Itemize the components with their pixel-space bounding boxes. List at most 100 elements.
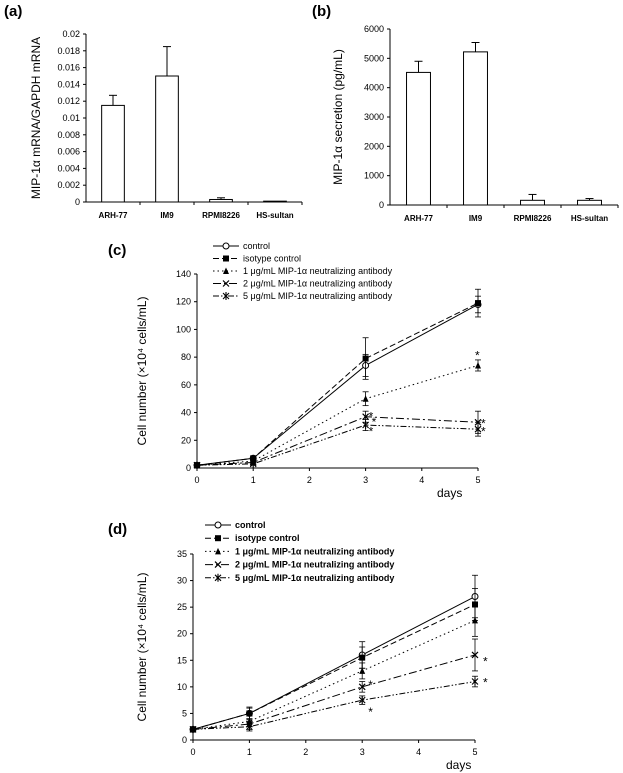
significance-marker: * bbox=[369, 409, 374, 423]
category-label: HS-sultan bbox=[571, 214, 608, 223]
y-tick-label: 140 bbox=[176, 269, 191, 279]
x-tick-label: 0 bbox=[194, 475, 199, 485]
bar bbox=[209, 198, 233, 203]
y-tick-label: 60 bbox=[181, 380, 191, 390]
chart-panel-b: (b) 0 1000 2000 3000 4000 5000 6000 ARH-77 IM9 RPM… bbox=[312, 3, 619, 223]
y-tick-label: 15 bbox=[177, 655, 187, 665]
data-point bbox=[475, 361, 481, 369]
panel-label: (d) bbox=[108, 521, 127, 538]
data-point bbox=[222, 280, 230, 287]
panel-label: (b) bbox=[312, 3, 331, 20]
category-label: ARH-77 bbox=[99, 211, 128, 220]
legend-entry: isotype control bbox=[235, 533, 300, 543]
data-point bbox=[214, 521, 222, 529]
y-tick-label: 3000 bbox=[364, 112, 384, 122]
x-tick-label: 2 bbox=[307, 475, 312, 485]
y-tick-label: 0.002 bbox=[57, 180, 80, 190]
significance-marker: * bbox=[368, 705, 373, 719]
legend-entry: 1 μg/mL MIP-1α neutralizing antibody bbox=[243, 266, 393, 276]
x-tick-label: 1 bbox=[251, 475, 256, 485]
y-tick-label: 0.006 bbox=[57, 147, 80, 157]
significance-marker: * bbox=[372, 415, 377, 429]
data-point bbox=[359, 654, 366, 661]
y-tick-label: 1000 bbox=[364, 171, 384, 181]
data-point bbox=[358, 696, 366, 705]
data-point bbox=[471, 651, 479, 659]
legend-entry: control bbox=[243, 241, 270, 251]
legend-entry: isotype control bbox=[243, 254, 301, 264]
data-point bbox=[222, 242, 230, 250]
category-label: IM9 bbox=[160, 211, 174, 220]
data-point bbox=[471, 677, 479, 686]
bar bbox=[155, 75, 179, 203]
chart-panel-d: (d) 0 5 10 15 20 25 30 35 0 1 2 3 4 5 control isotype co… bbox=[108, 520, 488, 772]
data-point bbox=[246, 722, 253, 731]
x-tick-label: 4 bbox=[419, 475, 424, 485]
significance-marker: * bbox=[475, 348, 480, 362]
y-tick-label: 6000 bbox=[364, 24, 384, 34]
y-tick-label: 20 bbox=[181, 435, 191, 445]
y-tick-label: 0.014 bbox=[57, 79, 80, 89]
x-tick-label: 3 bbox=[363, 475, 368, 485]
y-tick-label: 0.004 bbox=[57, 163, 80, 173]
category-label: RPMI8226 bbox=[202, 211, 240, 220]
series-line bbox=[196, 364, 479, 466]
y-tick-label: 0.012 bbox=[57, 96, 80, 106]
significance-marker: * bbox=[368, 678, 373, 692]
bar bbox=[101, 104, 125, 203]
y-tick-label: 0 bbox=[379, 200, 384, 210]
data-point bbox=[223, 255, 229, 262]
y-tick-label: 100 bbox=[176, 324, 191, 334]
series-line bbox=[192, 619, 476, 730]
bar bbox=[263, 200, 287, 203]
data-point bbox=[472, 616, 478, 624]
legend-entry: 5 μg/mL MIP-1α neutralizing antibody bbox=[235, 573, 394, 583]
data-point bbox=[249, 459, 257, 468]
x-tick-label: 0 bbox=[190, 747, 195, 757]
category-label: IM9 bbox=[469, 214, 483, 223]
y-tick-label: 30 bbox=[177, 576, 187, 586]
significance-marker: * bbox=[481, 416, 486, 430]
data-point bbox=[223, 267, 229, 274]
series-line bbox=[192, 596, 476, 730]
x-tick-label: 5 bbox=[472, 747, 477, 757]
data-point bbox=[358, 683, 366, 691]
bar bbox=[406, 71, 431, 206]
y-tick-label: 80 bbox=[181, 352, 191, 362]
data-point bbox=[359, 667, 366, 674]
y-tick-label: 0.018 bbox=[57, 46, 80, 56]
series-line bbox=[192, 681, 476, 730]
y-tick-label: 0.008 bbox=[57, 130, 80, 140]
data-point bbox=[189, 725, 197, 734]
data-point bbox=[214, 561, 222, 569]
y-axis-label: Cell number (×10⁴ cells/mL) bbox=[135, 573, 149, 722]
significance-marker: * bbox=[369, 425, 374, 439]
data-point bbox=[474, 425, 482, 434]
legend-entry: 2 μg/mL MIP-1α neutralizing antibody bbox=[243, 279, 393, 289]
data-point bbox=[362, 413, 370, 421]
y-tick-label: 25 bbox=[177, 602, 187, 612]
y-axis-label: MIP-1α secretion (pg/mL) bbox=[331, 49, 345, 185]
category-label: HS-sultan bbox=[256, 211, 293, 220]
data-point bbox=[362, 355, 369, 362]
significance-marker: * bbox=[483, 676, 488, 690]
y-axis-label: Cell number (×10⁴ cells/mL) bbox=[135, 297, 149, 446]
panel-label: (c) bbox=[108, 242, 126, 259]
legend-entry: 5 μg/mL MIP-1α neutralizing antibody bbox=[243, 291, 393, 301]
legend-entry: 2 μg/mL MIP-1α neutralizing antibody bbox=[235, 560, 394, 570]
significance-marker: * bbox=[481, 425, 486, 439]
data-point bbox=[222, 292, 230, 300]
data-point bbox=[193, 461, 201, 470]
category-label: ARH-77 bbox=[404, 214, 433, 223]
x-axis-label: days bbox=[437, 486, 462, 500]
data-point bbox=[362, 395, 369, 402]
series-line bbox=[196, 302, 479, 466]
series-line bbox=[196, 416, 479, 466]
data-point bbox=[214, 573, 222, 582]
y-tick-label: 40 bbox=[181, 408, 191, 418]
bar bbox=[463, 51, 488, 206]
y-tick-label: 0.02 bbox=[62, 29, 80, 39]
y-tick-label: 10 bbox=[177, 682, 187, 692]
y-tick-label: 5 bbox=[182, 708, 187, 718]
